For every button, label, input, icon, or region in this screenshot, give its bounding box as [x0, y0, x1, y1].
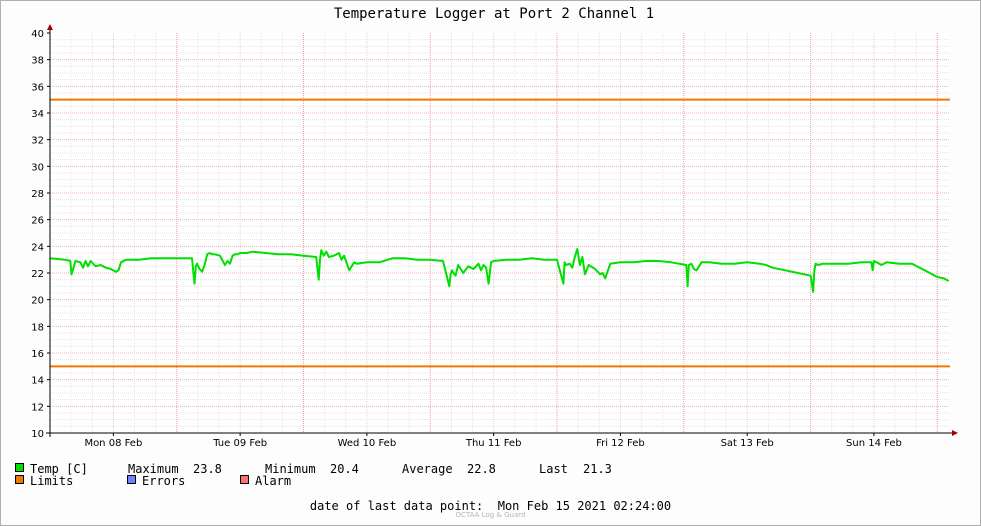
temp-swatch	[15, 463, 24, 472]
chart-canvas: Temperature Logger at Port 2 Channel 1 1…	[31, 6, 958, 449]
errors-swatch	[127, 475, 136, 484]
series-layer	[49, 248, 950, 293]
x-tick-label: Wed 10 Feb	[338, 438, 397, 449]
legend-max-value: 23.8	[193, 462, 222, 476]
last-point-label: date of last data point:	[309, 499, 484, 513]
y-tick-label: 12	[31, 402, 44, 413]
x-tick-label: Tue 09 Feb	[212, 438, 267, 449]
legend-last-value: 21.3	[583, 462, 612, 476]
credit-watermark: OCTAA Log & Guard	[455, 511, 526, 519]
alarm-swatch	[240, 475, 249, 484]
legend-min-value: 20.4	[330, 462, 359, 476]
limit-lines	[50, 98, 950, 368]
x-tick-label: Sat 13 Feb	[721, 438, 774, 449]
y-tick-label: 14	[31, 376, 44, 387]
legend-temp-label: Temp [C]	[30, 462, 88, 476]
y-tick-label: 10	[31, 429, 44, 440]
legend-avg-label: Average	[402, 462, 453, 476]
last-point-value: Mon Feb 15 2021 02:24:00	[497, 499, 672, 513]
y-tick-label: 40	[31, 29, 44, 40]
y-tick-label: 30	[31, 162, 44, 173]
legend-avg-value: 22.8	[467, 462, 496, 476]
legend-alarm-label: Alarm	[255, 474, 292, 488]
y-tick-label: 16	[31, 349, 44, 360]
temp-series-line	[49, 248, 950, 293]
x-tick-label: Thu 11 Feb	[465, 438, 522, 449]
y-axis-ticks: 10 12 14 16 18 20 22 24 26 28 30 32 34 36 38 40	[31, 29, 50, 440]
x-tick-label: Sun 14 Feb	[846, 438, 902, 449]
limits-swatch	[15, 475, 24, 484]
legend-limits-label: Limits	[30, 474, 74, 488]
y-tick-label: 18	[31, 322, 44, 333]
x-axis-arrow	[952, 430, 958, 436]
y-tick-label: 38	[31, 56, 44, 67]
y-tick-label: 24	[31, 242, 44, 253]
chart-title: Temperature Logger at Port 2 Channel 1	[334, 6, 654, 22]
y-tick-label: 32	[31, 136, 44, 147]
axes	[46, 24, 958, 437]
grid	[50, 33, 950, 433]
y-axis-arrow	[47, 24, 53, 30]
y-tick-label: 20	[31, 296, 44, 307]
last-data-point: date of last data point: Mon Feb 15 2021…	[0, 499, 981, 513]
x-tick-label: Fri 12 Feb	[596, 438, 645, 449]
y-tick-label: 28	[31, 189, 44, 200]
y-tick-label: 26	[31, 216, 44, 227]
legend-errors-label: Errors	[142, 474, 186, 488]
x-tick-label: Mon 08 Feb	[84, 438, 142, 449]
legend-min-label: Minimum	[265, 462, 316, 476]
y-tick-label: 34	[31, 109, 44, 120]
legend-max-label: Maximum	[128, 462, 179, 476]
y-tick-label: 22	[31, 269, 44, 280]
legend-last-label: Last	[539, 462, 568, 476]
x-axis-ticks: Mon 08 Feb Tue 09 Feb Wed 10 Feb Thu 11 Feb…	[84, 433, 902, 449]
y-tick-label: 36	[31, 82, 44, 93]
